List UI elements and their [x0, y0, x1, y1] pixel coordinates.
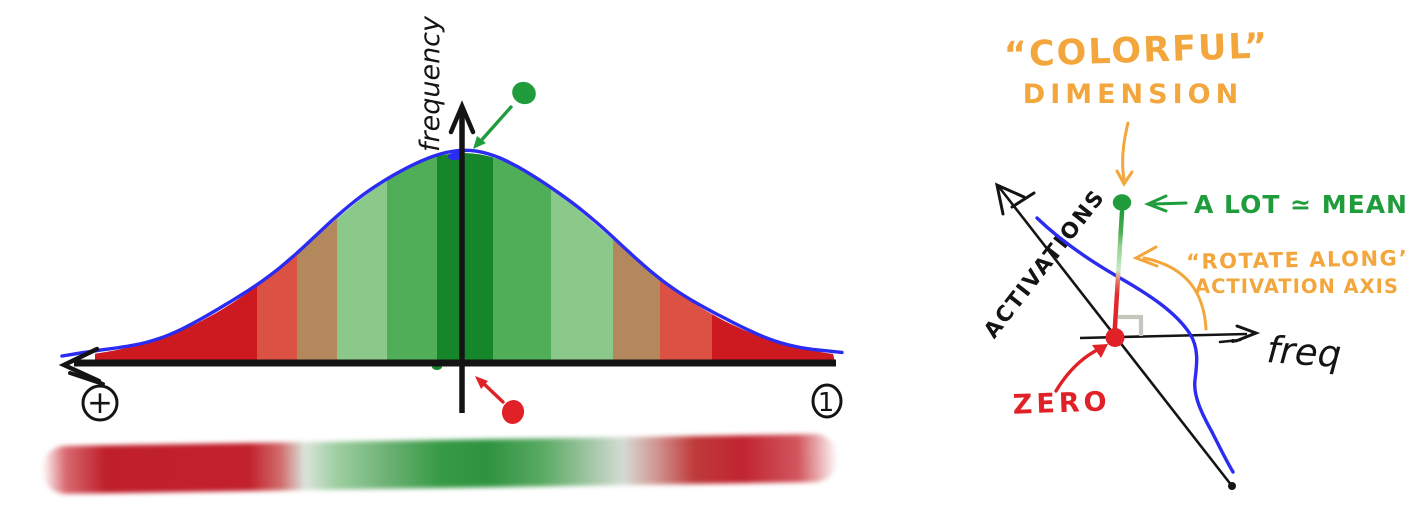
one-circle [811, 383, 843, 419]
mean-label-arrowhead-icon [1144, 194, 1168, 213]
distribution-stripe [493, 153, 551, 366]
y-axis-label: frequency [415, 15, 446, 152]
x-axis-left-arrow-extra-stroke [68, 371, 105, 386]
distribution-stripe [387, 153, 437, 366]
freq-axis [1079, 332, 1248, 340]
freq-arrow-extra-stroke [1218, 338, 1242, 344]
distribution-stripe [551, 153, 613, 366]
distribution-stripe [437, 153, 493, 366]
zero-label-arrowhead-icon [1092, 344, 1108, 358]
zero-label-arrow-shaft [1054, 347, 1101, 393]
distribution-stripe [660, 153, 712, 366]
mean-dot [512, 81, 536, 105]
mean-arrowhead-icon [473, 136, 486, 149]
mean-point-dot [1112, 194, 1132, 211]
freq-arrowhead-icon [1234, 324, 1261, 343]
distribution-stripes [95, 153, 836, 366]
mean-arrow-shaft [477, 105, 513, 145]
activation-curve [1035, 216, 1235, 474]
distribution-stripe [712, 153, 836, 366]
plus-circle [81, 384, 119, 422]
zero-point-dot [1105, 328, 1125, 347]
one-symbol: 1 [818, 388, 835, 418]
activations-axis-end-dot [1228, 482, 1236, 490]
title-down-arrow-shaft [1121, 121, 1130, 181]
colorful-title-line2: DIMENSION [1023, 79, 1243, 110]
rotate-curved-arrow-shaft [1142, 256, 1208, 331]
freq-arrow-dot [1231, 339, 1235, 343]
y-axis-up-arrow-icon [448, 100, 476, 135]
activations-arrowhead-icon [994, 182, 1026, 216]
distribution-stripe [337, 153, 387, 366]
distribution-stripe [257, 153, 297, 366]
colorful-dimension-line [1112, 209, 1125, 337]
zero-dot [501, 400, 525, 424]
mean-label: A LOT ≃ MEAN [1194, 190, 1406, 219]
zero-arrowhead-icon [475, 376, 488, 389]
distribution-stripe [613, 153, 660, 366]
title-down-arrowhead-icon [1115, 169, 1134, 187]
distribution-stripe [297, 153, 337, 366]
freq-axis-label: freq [1265, 328, 1342, 376]
activations-axis-label: ACTIVATIONS [979, 185, 1111, 344]
plus-symbol: + [87, 385, 113, 421]
rotate-curved-arrowhead-icon [1132, 245, 1159, 268]
zero-arrow-shaft [480, 380, 505, 404]
rotate-label-line2: ACTIVATION AXIS [1195, 275, 1399, 298]
x-axis-left-arrow-icon [58, 346, 102, 384]
rotate-label-line1: “ROTATE ALONG” [1186, 246, 1406, 274]
activations-arrow-extra-stroke [1010, 191, 1036, 209]
colorful-title-line1: “COLORFUL” [1003, 26, 1270, 75]
zero-label: ZERO [1012, 386, 1111, 420]
right-angle-marker [1118, 314, 1144, 336]
mean-label-arrow-shaft [1152, 201, 1188, 206]
bell-curve-outline [60, 148, 844, 358]
